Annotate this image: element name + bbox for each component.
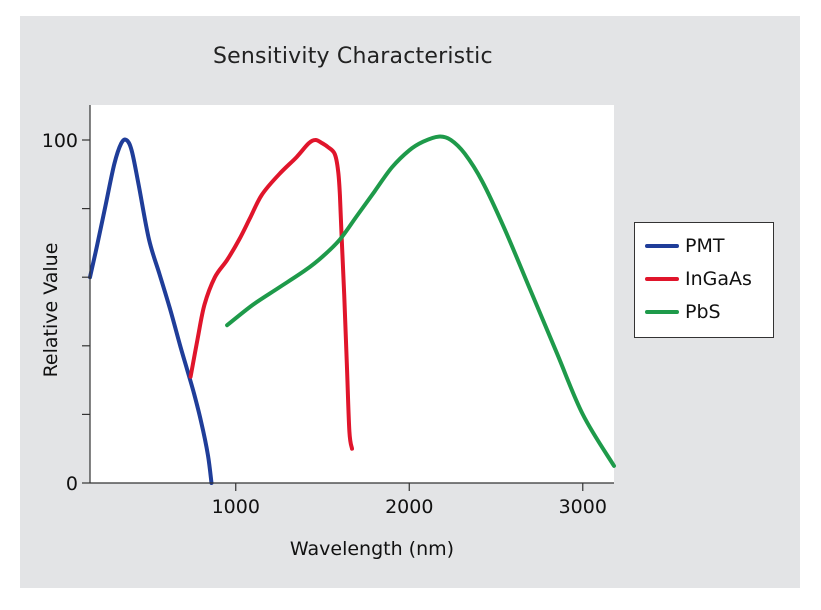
series-lines <box>88 134 616 485</box>
series-line-ingaas <box>188 138 354 451</box>
legend-label-ingaas: InGaAs <box>685 268 752 290</box>
y-tick-label: 100 <box>42 130 78 152</box>
x-tick-label: 2000 <box>385 496 433 518</box>
legend-item-ingaas: InGaAs <box>645 268 752 290</box>
y-tick-label: 0 <box>66 473 78 495</box>
legend-item-pbs: PbS <box>645 301 721 323</box>
y-axis-label: Relative Value <box>40 243 62 378</box>
series-line-pmt <box>88 137 214 485</box>
legend-swatch-pbs <box>645 310 679 314</box>
plot-area <box>90 105 614 483</box>
series-line-pbs <box>225 134 616 468</box>
x-axis-label: Wavelength (nm) <box>290 538 454 560</box>
legend-swatch-pmt <box>645 244 679 248</box>
x-axis-ticks: 1000 2000 3000 <box>212 483 607 518</box>
x-tick-label: 1000 <box>212 496 260 518</box>
chart-title: Sensitivity Characteristic <box>213 44 493 69</box>
legend-swatch-ingaas <box>645 277 679 281</box>
legend-label-pbs: PbS <box>685 301 721 323</box>
legend-item-pmt: PMT <box>645 235 724 257</box>
legend-label-pmt: PMT <box>685 235 725 257</box>
x-tick-label: 3000 <box>559 496 607 518</box>
y-axis-ticks: 0 100 <box>42 130 90 495</box>
legend: PMT InGaAs PbS <box>634 222 774 338</box>
